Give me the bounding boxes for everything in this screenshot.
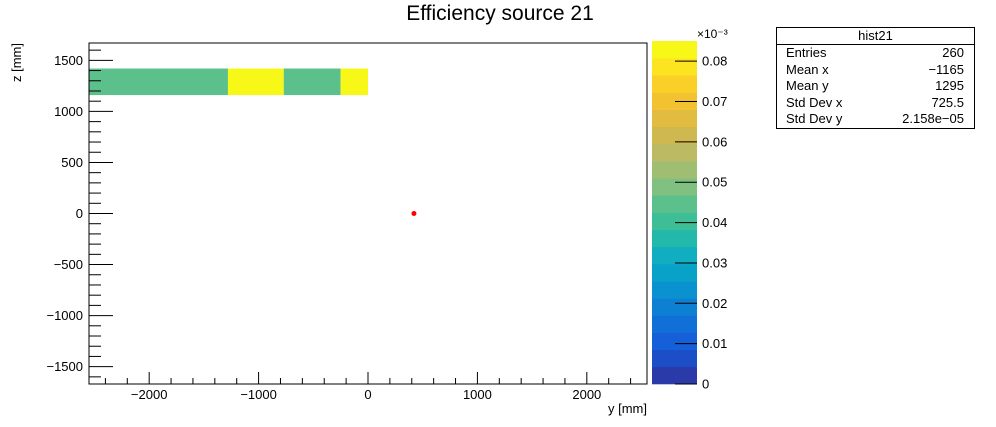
colorbar-tick-label: 0 [702,377,709,392]
plot-area [89,43,647,384]
stats-title: hist21 [777,28,974,45]
colorbar-segment [652,246,697,265]
stats-row: Mean y 1295 [777,78,974,95]
colorbar-tick-label: 0.01 [702,336,727,351]
stats-box: hist21 Entries 260 Mean x −1165 Mean y 1295 St… [776,27,975,129]
stats-value: −1165 [928,61,964,77]
colorbar-segment [652,366,697,385]
colorbar-segment [652,212,697,230]
x-tick-label: −2000 [131,387,168,402]
x-tick-label: 0 [364,387,371,402]
source-marker [411,211,417,216]
colorbar-segment [652,75,697,93]
colorbar-segment [652,178,697,196]
stats-row: Mean x −1165 [777,62,974,79]
colorbar-tick-label: 0.05 [702,175,727,190]
chart-title: Efficiency source 21 [406,2,594,25]
colorbar-segment [652,41,697,59]
stats-value: 2.158e−05 [902,111,964,126]
colorbar-segment [652,195,697,213]
stats-label: Mean x [786,61,829,77]
colorbar-segment [652,315,697,333]
x-tick-label: −1000 [240,387,277,402]
stats-row: Std Dev y 2.158e−05 [777,111,974,128]
heatmap-cell-0 [89,68,228,96]
colorbar-segment [652,229,697,248]
colorbar-tick-label: 0.08 [702,54,727,69]
stats-value: 260 [942,45,964,60]
colorbar-segment [652,281,697,299]
heatmap-cell-2 [283,68,341,96]
colorbar-segment [652,58,697,76]
stats-row: Std Dev x 725.5 [777,95,974,112]
colorbar-segment [652,126,697,145]
y-tick-label: −1000 [46,308,83,323]
stats-row: Entries 260 [777,45,974,62]
colorbar-tick-label: 0.06 [702,134,727,149]
heatmap-cell-3 [340,68,368,96]
y-axis-label: z [mm] [9,43,24,82]
y-tick-label: 500 [61,155,83,170]
y-tick-label: 1500 [54,53,83,68]
colorbar-tick-label: 0.03 [702,255,727,270]
y-tick-label: 0 [76,206,83,221]
colorbar-tick-label: 0.04 [702,215,727,230]
x-tick-label: 1000 [463,387,492,402]
stats-label: Std Dev x [786,94,843,110]
colorbar-segment [652,92,697,110]
stats-value: 725.5 [931,94,964,110]
colorbar-segment [652,349,697,368]
x-tick-label: 2000 [572,387,601,402]
x-axis-label: y [mm] [608,401,647,416]
y-tick-label: 1000 [54,104,83,119]
stats-label: Entries [786,45,827,60]
stats-label: Mean y [786,78,829,93]
y-tick-label: −1500 [46,359,83,374]
y-tick-label: −500 [54,257,83,272]
colorbar-tick-label: 0.02 [702,296,727,311]
colorbar-segment [652,143,697,162]
stats-label: Std Dev y [786,111,843,126]
colorbar-segment [652,109,697,128]
colorbar-segment [652,332,697,350]
colorbar-segment [652,263,697,282]
colorbar-segment [652,298,697,316]
colorbar-exponent: ×10⁻³ [697,27,728,41]
colorbar-segment [652,161,697,179]
stats-value: 1295 [935,78,964,93]
colorbar-tick-label: 0.07 [702,94,727,109]
heatmap-cell-1 [227,68,284,96]
